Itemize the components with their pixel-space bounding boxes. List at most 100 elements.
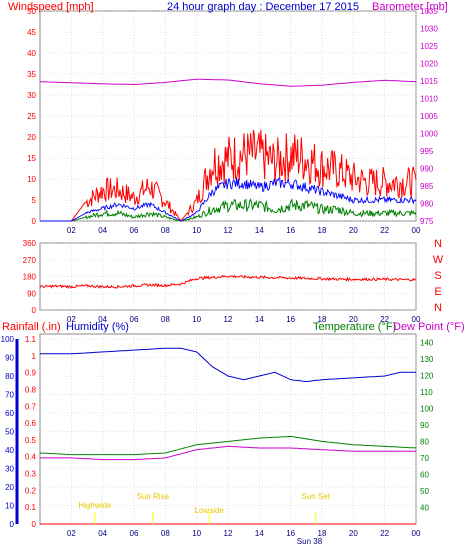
x-tick-label: 16 [286, 226, 295, 235]
dewpoint-series [40, 445, 416, 461]
y-tick-humidity: 0 [10, 520, 15, 529]
y-tick-temperature: 130 [420, 355, 434, 364]
y-tick-barometer: 1015 [420, 77, 438, 86]
y-tick-windspeed: 30 [27, 91, 36, 100]
temperature-axis-title: Temperature (°F) [313, 321, 396, 333]
x-tick-label: 08 [161, 226, 170, 235]
panel3-frame [39, 333, 417, 525]
windspeed-series [40, 129, 417, 222]
x-tick-label: 18 [318, 315, 327, 324]
y-tick-direction: 90 [27, 289, 36, 298]
avg-wind-series [40, 177, 417, 222]
y-tick-humidity: 80 [5, 372, 14, 381]
y-tick-temperature: 90 [420, 421, 429, 430]
temperature-series [39, 435, 417, 456]
x-tick-label: 06 [130, 226, 139, 235]
x-tick-label: 22 [380, 315, 389, 324]
x-tick-label: 14 [255, 315, 264, 324]
x-tick-label: 18 [318, 226, 327, 235]
y-tick-barometer: 975 [420, 217, 434, 226]
y-tick-rainfall: 1.1 [25, 335, 37, 344]
wind-direction-series [39, 274, 417, 290]
y-tick-rainfall: 0.8 [25, 385, 37, 394]
y-tick-temperature: 100 [420, 404, 434, 413]
y-tick-barometer: 995 [420, 147, 434, 156]
panel2-grid [40, 242, 417, 311]
y-tick-temperature: 70 [420, 454, 429, 463]
x-tick-label: 04 [98, 315, 107, 324]
y-tick-rainfall: 0.5 [25, 436, 37, 445]
barometer-axis-title: Barometer [mb] [372, 1, 448, 13]
x-tick-label: 02 [67, 226, 76, 235]
x-tick-label: 14 [255, 226, 264, 235]
y-tick-temperature: 60 [420, 470, 429, 479]
humidity-axis-title: Humidity (%) [66, 321, 129, 333]
y-tick-windspeed: 50 [27, 7, 36, 16]
y-tick-rainfall: 0.2 [25, 486, 37, 495]
event-label: Sun Set [301, 492, 330, 501]
x-tick-label: 10 [192, 315, 201, 324]
x-tick-label: 20 [349, 226, 358, 235]
y-tick-barometer: 990 [420, 165, 434, 174]
x-tick-label: 00 [412, 226, 421, 235]
compass-label: E [434, 286, 441, 298]
y-tick-barometer: 1020 [420, 60, 438, 69]
x-tick-label: 10 [192, 226, 201, 235]
y-tick-humidity: 50 [5, 428, 14, 437]
dewpoint-axis-title: Dew Point (°F) [393, 321, 465, 333]
x-tick-label: 00 [412, 315, 421, 324]
x-tick-label: 04 [98, 529, 107, 538]
y-tick-barometer: 1005 [420, 112, 438, 121]
y-tick-rainfall: 0.4 [25, 453, 37, 462]
event-label: Sun Rise [137, 492, 170, 501]
x-tick-label: 04 [98, 226, 107, 235]
y-tick-temperature: 120 [420, 371, 434, 380]
x-tick-label: 14 [255, 529, 264, 538]
event-label: Lowside [195, 506, 225, 515]
y-tick-windspeed: 25 [27, 112, 36, 121]
y-tick-windspeed: 35 [27, 70, 36, 79]
x-tick-label: 12 [224, 226, 233, 235]
y-tick-humidity: 30 [5, 465, 14, 474]
event-label: Highwide [78, 501, 111, 510]
y-tick-windspeed: 10 [27, 175, 36, 184]
compass-label: S [434, 270, 441, 282]
y-tick-barometer: 1030 [420, 25, 438, 34]
y-tick-windspeed: 15 [27, 154, 36, 163]
compass-label: W [433, 254, 444, 266]
suntime-label: Sun 38 [297, 537, 323, 546]
y-tick-windspeed: 40 [27, 49, 36, 58]
chart-title: 24 hour graph day : December 17 2015 [167, 1, 359, 13]
x-tick-label: 06 [130, 315, 139, 324]
y-tick-barometer: 980 [420, 200, 434, 209]
y-tick-temperature: 40 [420, 503, 429, 512]
y-tick-barometer: 1000 [420, 130, 438, 139]
x-tick-label: 20 [349, 315, 358, 324]
y-tick-windspeed: 20 [27, 133, 36, 142]
barometer-series [39, 78, 417, 87]
compass-label: N [434, 302, 442, 314]
y-tick-rainfall: 0 [32, 520, 37, 529]
y-tick-humidity: 100 [1, 335, 15, 344]
x-tick-label: 08 [161, 315, 170, 324]
x-tick-label: 22 [380, 529, 389, 538]
y-tick-direction: 180 [23, 273, 37, 282]
x-tick-label: 20 [349, 529, 358, 538]
rainfall-axis-title: Rainfall (.in) [2, 321, 61, 333]
y-tick-direction: 0 [32, 306, 37, 315]
compass-label: N [434, 238, 442, 250]
min-wind-series [40, 198, 417, 222]
y-tick-humidity: 70 [5, 391, 14, 400]
x-tick-label: 08 [161, 529, 170, 538]
y-tick-humidity: 60 [5, 409, 14, 418]
x-tick-label: 18 [318, 529, 327, 538]
y-tick-temperature: 50 [420, 487, 429, 496]
y-tick-barometer: 1010 [420, 95, 438, 104]
y-tick-barometer: 1035 [420, 7, 438, 16]
y-tick-temperature: 110 [420, 388, 433, 397]
x-tick-label: 00 [412, 529, 421, 538]
x-tick-label: 06 [130, 529, 139, 538]
